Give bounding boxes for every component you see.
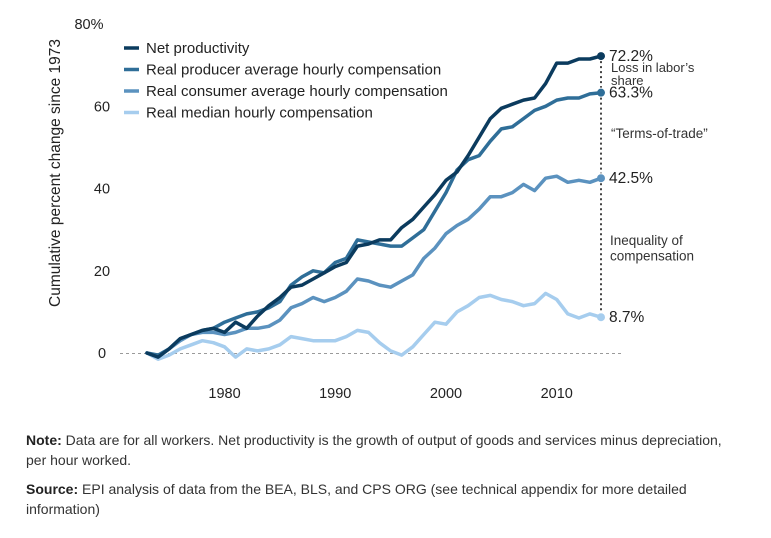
end-point-marker xyxy=(597,313,605,322)
y-tick-label: 60 xyxy=(94,99,110,115)
end-value-label: 8.7% xyxy=(609,309,645,326)
annotation-label: “Terms-of-trade” xyxy=(611,126,708,141)
chart-notes: Note: Data are for all workers. Net prod… xyxy=(26,430,726,528)
note-text: Data are for all workers. Net productivi… xyxy=(26,432,722,468)
note-label: Note: xyxy=(26,432,62,448)
legend-label: Real consumer average hourly compensatio… xyxy=(146,83,448,100)
y-tick-label: 20 xyxy=(94,264,110,280)
source-label: Source: xyxy=(26,481,79,497)
series-line-1 xyxy=(145,54,603,359)
x-tick-label: 1990 xyxy=(319,386,351,402)
line-chart: Cumulative percent change since 1973 0 20… xyxy=(47,17,708,402)
y-tick-label: 80% xyxy=(74,17,103,33)
series-line-3 xyxy=(145,174,603,359)
x-tick-label: 2000 xyxy=(430,386,462,402)
note-paragraph: Note: Data are for all workers. Net prod… xyxy=(26,430,726,470)
end-value-label: 63.3% xyxy=(609,85,653,102)
y-tick-label: 40 xyxy=(94,182,110,198)
end-value-label: 42.5% xyxy=(609,170,653,187)
series-line-2 xyxy=(145,90,603,357)
y-tick-label: 0 xyxy=(98,346,106,362)
x-tick-label: 2010 xyxy=(541,386,573,402)
y-axis-label: Cumulative percent change since 1973 xyxy=(47,39,64,307)
annotation-label: Inequality of compensation xyxy=(610,233,694,264)
source-paragraph: Source: EPI analysis of data from the BE… xyxy=(26,479,726,519)
end-point-marker xyxy=(597,174,605,183)
legend-label: Net productivity xyxy=(146,40,250,57)
source-text: EPI analysis of data from the BEA, BLS, … xyxy=(26,481,687,517)
annotation-label: Loss in labor’s share xyxy=(611,60,695,88)
series-line-4 xyxy=(145,291,603,361)
end-point-marker xyxy=(597,52,605,61)
end-point-marker xyxy=(597,88,605,97)
x-tick-label: 1980 xyxy=(208,386,240,402)
legend-label: Real producer average hourly compensatio… xyxy=(146,62,441,79)
end-value-label: 72.2% xyxy=(609,48,653,65)
legend-label: Real median hourly compensation xyxy=(146,105,373,122)
